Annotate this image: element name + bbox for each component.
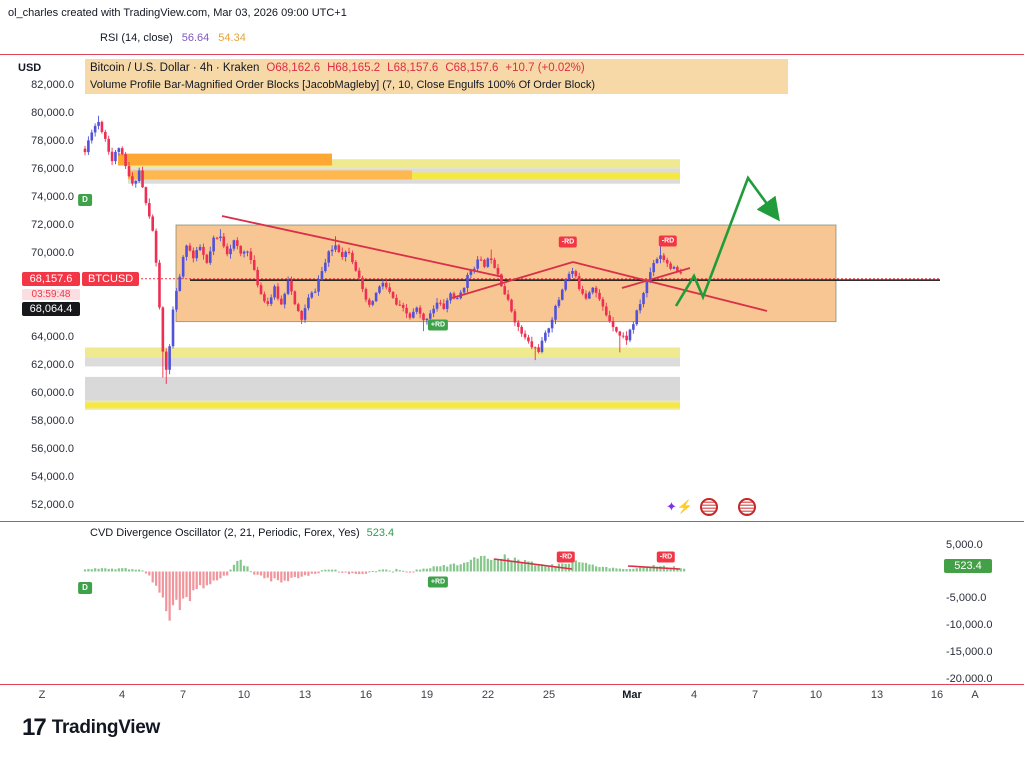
volume-profile-zones [85,153,680,410]
symbol-title[interactable]: Bitcoin / U.S. Dollar · 4h · Kraken [90,62,260,74]
ohlc-open: O68,162.6 [266,62,321,74]
currency-label[interactable]: USD [18,62,42,74]
trendlines[interactable] [221,215,768,312]
flag-marker-icon[interactable] [700,498,718,516]
pane-separator-middle[interactable] [0,521,1024,522]
cvd-value: 523.4 [366,527,395,539]
ohlc-low: L68,157.6 [387,62,439,74]
ohlc-close: C68,157.6 [445,62,499,74]
pane-separator-bottom[interactable] [0,684,1024,685]
rsi-value-2: 54.34 [218,32,246,44]
order-block-zone[interactable] [175,224,837,323]
symbol-badge: BTCUSD [82,272,140,286]
cvd-legend[interactable]: CVD Divergence Oscillator (2, 21, Period… [90,527,394,539]
cvd-value-badge: 523.4 [944,559,992,573]
rsi-legend: RSI (14, close) 56.64 54.34 [100,32,246,44]
ohlc-high: H68,165.2 [327,62,381,74]
candlestick-series[interactable] [83,115,686,384]
sparkle-bolt-icon[interactable]: ✦⚡ [666,499,694,514]
tradingview-logo-mark: 17 [22,714,47,741]
cvd-histogram [83,554,686,621]
rsi-label[interactable]: RSI (14, close) [100,32,173,44]
tradingview-logo[interactable]: 17 TradingView [22,714,160,742]
projection-arrow[interactable] [674,175,780,307]
flag-marker-icon[interactable] [738,498,756,516]
cvd-title[interactable]: CVD Divergence Oscillator (2, 21, Period… [90,527,360,539]
rsi-value-1: 56.64 [181,32,210,44]
tradingview-logo-text: TradingView [51,717,161,738]
indicator-legend[interactable]: Volume Profile Bar-Magnified Order Block… [90,79,596,91]
cvd-trendlines[interactable] [493,558,681,570]
ohlc-change: +10.7 (+0.02%) [505,62,585,74]
current-price-badge: 68,157.6 [22,272,80,286]
legend-highlight-band [85,59,788,94]
secondary-price-badge: 68,064.4 [22,302,80,316]
pane-separator-top[interactable] [0,54,1024,55]
symbol-legend[interactable]: Bitcoin / U.S. Dollar · 4h · Kraken O68,… [90,62,585,74]
attribution-text: ol_charles created with TradingView.com,… [8,7,347,19]
price-label-row: 68,157.6 BTCUSD [22,272,140,286]
bar-countdown: 03:59:48 [22,289,80,300]
